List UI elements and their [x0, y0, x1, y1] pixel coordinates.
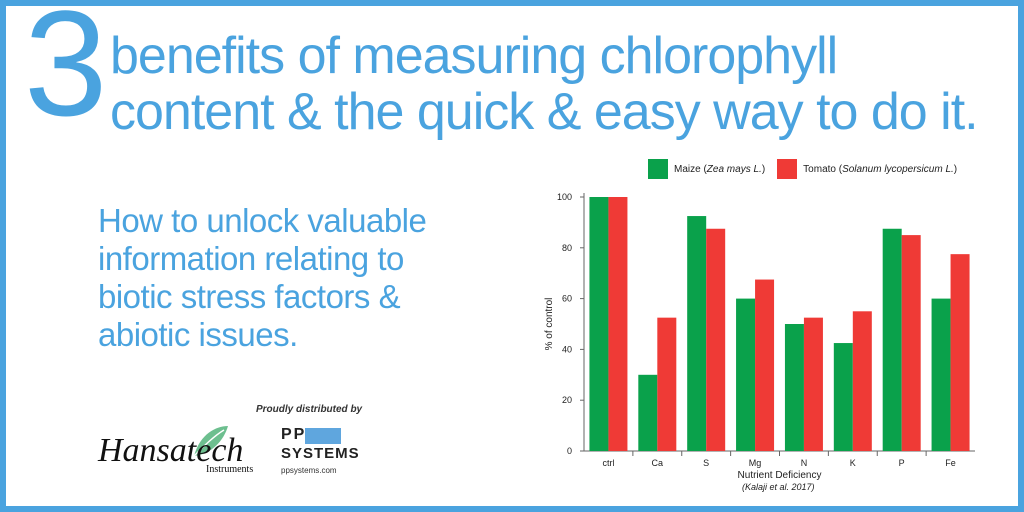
legend-label-tomato: Tomato (Solanum lycopersicum L.) [803, 163, 958, 175]
x-tick-label-ca: Ca [652, 458, 664, 468]
headline-line-2: content & the quick & easy way to do it. [110, 83, 979, 141]
bar-maize-mg [736, 298, 756, 451]
x-tick-label-fe: Fe [945, 458, 956, 468]
legend-label-maize: Maize (Zea mays L.) [674, 163, 766, 175]
pp-systems-url: ppsystems.com [281, 466, 337, 475]
big-number-three: 3 [24, 6, 107, 147]
headline: benefits of measuring chlorophyll conten… [110, 28, 1010, 140]
y-tick-label: 100 [557, 192, 572, 202]
legend-swatch-maize [648, 159, 668, 179]
bar-maize-n [784, 324, 804, 451]
bar-tomato-s [706, 228, 726, 451]
subheading-line-2: information relating to [98, 240, 404, 277]
legend-item-tomato: Tomato (Solanum lycopersicum L.) [777, 159, 957, 179]
subheading-line-4: abiotic issues. [98, 316, 298, 353]
infographic-card: 3 benefits of measuring chlorophyll cont… [6, 6, 1018, 506]
chart-legend: Maize (Zea mays L.) Tomato (Solanum lyco… [648, 158, 969, 180]
pp-systems-logo: PP SYSTEMS ppsystems.com [279, 426, 359, 490]
bar-maize-k [833, 343, 853, 451]
x-axis-label: Nutrient Deficiency [738, 470, 822, 481]
y-tick-label: 20 [562, 395, 572, 405]
x-tick-label-k: K [850, 458, 856, 468]
headline-line-1: benefits of measuring chlorophyll [110, 27, 838, 85]
x-tick-label-s: S [703, 458, 709, 468]
bar-maize-p [882, 228, 902, 451]
bar-maize-s [687, 216, 707, 451]
y-tick-label: 0 [567, 446, 572, 456]
subheading: How to unlock valuable information relat… [98, 202, 478, 354]
leaf-icon [193, 426, 228, 457]
x-tick-label-ctrl: ctrl [602, 458, 614, 468]
bar-tomato-mg [755, 279, 775, 451]
legend-swatch-tomato [777, 159, 798, 179]
hansatech-logo: Hansatech Instruments [98, 426, 278, 478]
bar-tomato-n [803, 317, 823, 451]
pp-blue-block [305, 428, 341, 444]
bar-maize-ctrl [589, 197, 609, 451]
y-tick-label: 60 [562, 294, 572, 304]
bar-tomato-p [901, 235, 921, 451]
x-tick-label-mg: Mg [749, 458, 762, 468]
subheading-line-1: How to unlock valuable [98, 202, 427, 239]
y-tick-label: 80 [562, 243, 572, 253]
x-tick-label-p: P [899, 458, 905, 468]
bar-maize-ca [638, 374, 658, 451]
bar-tomato-fe [950, 254, 970, 451]
y-axis-label: % of control [544, 298, 555, 351]
bar-maize-fe [931, 298, 951, 451]
distributed-by-label: Proudly distributed by [256, 404, 363, 415]
hansatech-instruments-label: Instruments [206, 464, 254, 475]
systems-letters: SYSTEMS [281, 445, 360, 462]
x-tick-label-n: N [801, 458, 808, 468]
subheading-line-3: biotic stress factors & [98, 278, 401, 315]
hansatech-wordmark: Hansatech [98, 432, 244, 469]
y-tick-label: 40 [562, 344, 572, 354]
bar-tomato-ctrl [608, 197, 628, 451]
bar-tomato-k [852, 311, 872, 451]
bar-tomato-ca [657, 317, 677, 451]
legend-item-maize: Maize (Zea mays L.) [648, 159, 765, 179]
pp-letters: PP [281, 426, 307, 443]
chart-source: (Kalaji et al. 2017) [742, 482, 815, 492]
